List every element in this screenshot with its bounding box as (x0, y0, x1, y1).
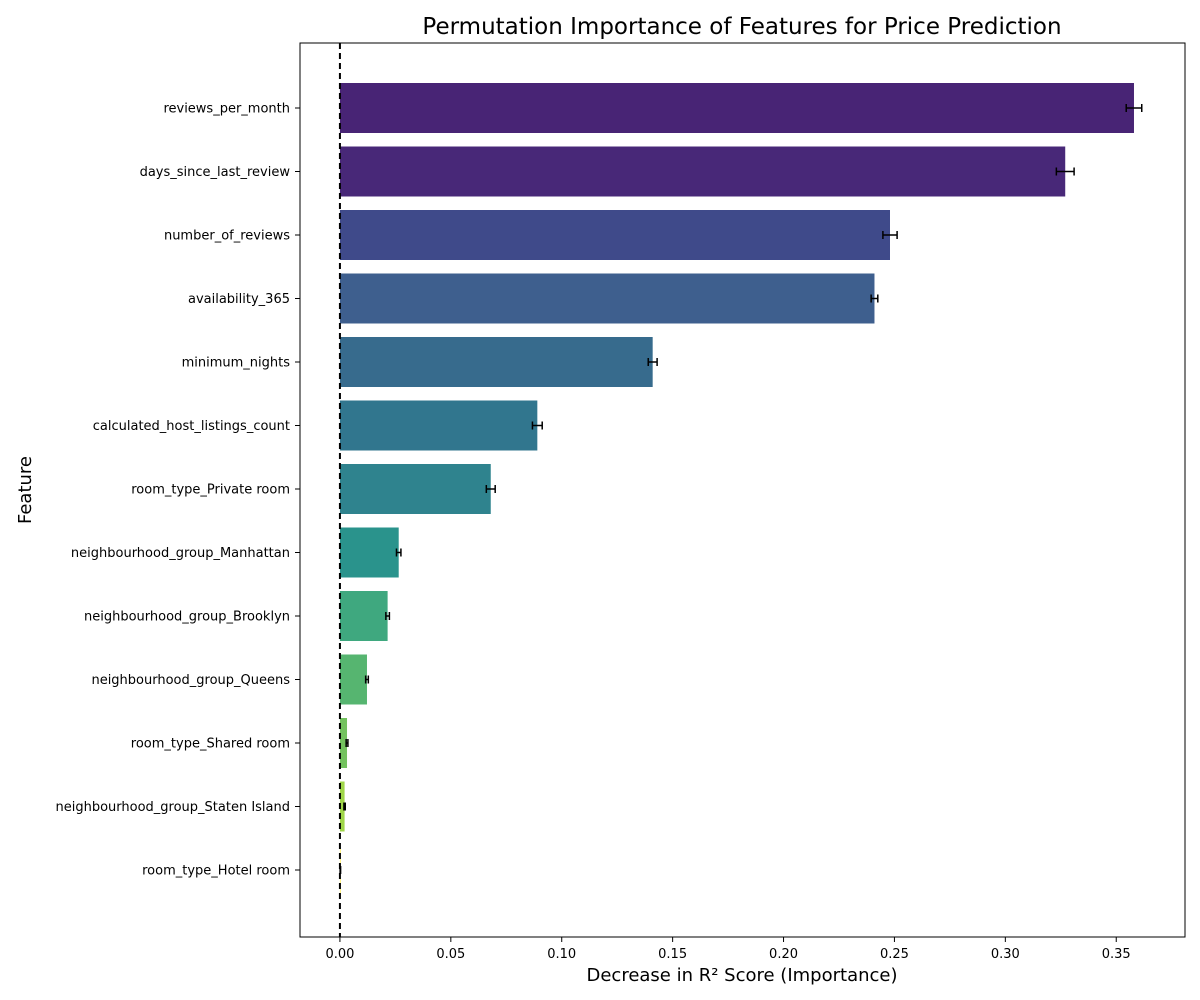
bar (339, 464, 491, 514)
x-tick-label: 0.25 (880, 947, 909, 962)
y-tick-label: neighbourhood_group_Manhattan (71, 546, 290, 561)
bar (339, 527, 399, 578)
x-tick-label: 0.05 (436, 947, 465, 962)
x-tick-label: 0.15 (658, 947, 687, 962)
x-tick-label: 0.00 (325, 947, 354, 962)
bar (339, 210, 890, 260)
y-tick-label: room_type_Private room (131, 483, 290, 498)
y-tick-label: neighbourhood_group_Brooklyn (84, 610, 290, 625)
axes-frame (299, 42, 1186, 938)
x-tick-label: 0.20 (769, 947, 798, 962)
y-tick-label: days_since_last_review (140, 165, 291, 180)
y-tick-label: availability_365 (188, 292, 290, 307)
x-tick-label: 0.10 (547, 947, 576, 962)
y-tick-label: room_type_Hotel room (142, 864, 290, 879)
y-tick-label: minimum_nights (182, 356, 291, 371)
bar (339, 718, 348, 768)
x-tick-label: 0.35 (1102, 947, 1131, 962)
bar (339, 781, 345, 832)
bar (339, 146, 1066, 197)
chart-title: Permutation Importance of Features for P… (422, 14, 1061, 40)
bar (339, 337, 653, 387)
y-tick-label: calculated_host_listings_count (93, 419, 290, 434)
bar (339, 591, 388, 641)
y-tick-label: neighbourhood_group_Queens (91, 673, 290, 688)
bar (339, 400, 538, 451)
bar (339, 273, 875, 324)
bar (339, 83, 1134, 133)
bar (339, 654, 367, 705)
x-axis-label: Decrease in R² Score (Importance) (586, 965, 897, 986)
y-axis-label: Feature (15, 456, 36, 524)
y-tick-label: neighbourhood_group_Staten Island (55, 800, 290, 815)
x-tick-label: 0.30 (991, 947, 1020, 962)
y-tick-label: room_type_Shared room (131, 737, 290, 752)
y-tick-label: reviews_per_month (163, 102, 290, 117)
y-tick-label: number_of_reviews (164, 229, 290, 244)
plot-area: reviews_per_month days_since_last_reviewn… (55, 42, 1186, 962)
